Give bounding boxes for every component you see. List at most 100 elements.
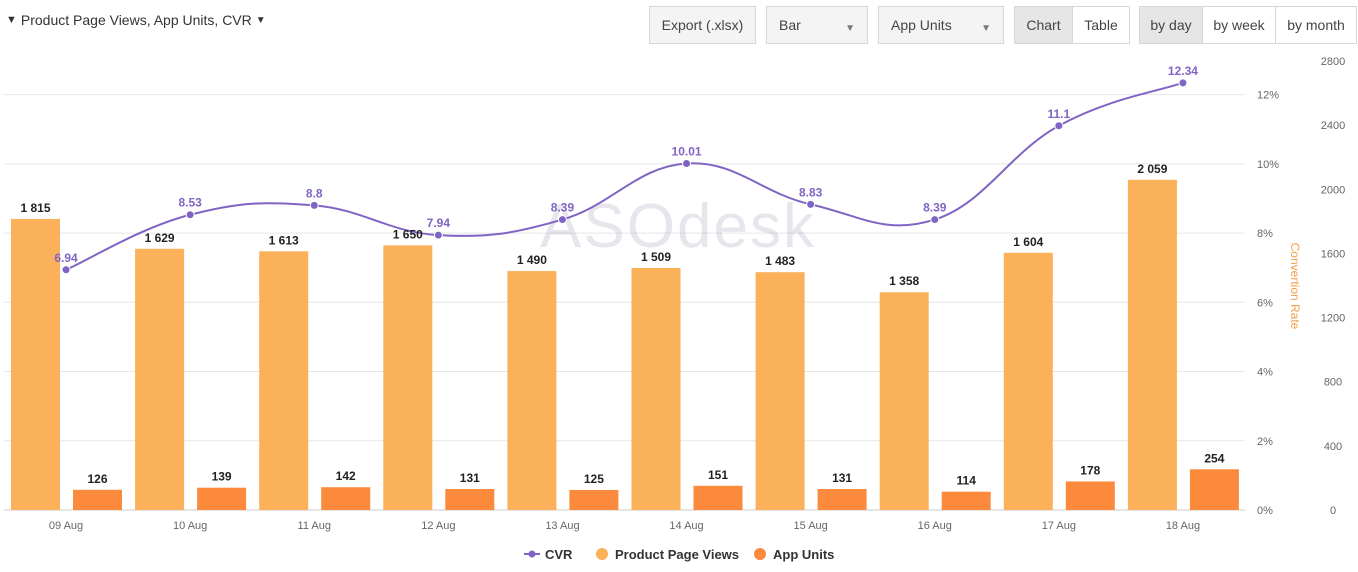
- cvr-point[interactable]: [557, 215, 567, 225]
- cvr-point[interactable]: [185, 210, 195, 220]
- left-axis-tick: 0%: [1257, 505, 1273, 517]
- bar-app-units[interactable]: [817, 488, 867, 510]
- x-axis-tick: 17 Aug: [1042, 520, 1076, 532]
- caret-down-icon: ▼: [255, 14, 266, 26]
- bar-app-units[interactable]: [445, 488, 495, 510]
- cvr-value-label: 6.94: [54, 251, 78, 265]
- legend-marker: [754, 548, 766, 560]
- legend-item-label[interactable]: Product Page Views: [615, 547, 739, 562]
- left-axis-tick: 8%: [1257, 228, 1273, 240]
- left-axis-tick: 2%: [1257, 436, 1273, 448]
- bar-app-units[interactable]: [941, 491, 991, 510]
- table-view-button[interactable]: Table: [1072, 6, 1130, 44]
- export-button[interactable]: Export (.xlsx): [649, 6, 756, 44]
- bar-product-page-views[interactable]: [1127, 179, 1177, 510]
- bar-app-units[interactable]: [73, 489, 122, 510]
- bar-product-page-views[interactable]: [11, 218, 60, 510]
- bar-app-units[interactable]: [321, 487, 371, 510]
- bar-product-page-views[interactable]: [507, 271, 557, 510]
- x-axis-tick: 15 Aug: [794, 520, 828, 532]
- chart-title-dropdown[interactable]: ▼ Product Page Views, App Units, CVR ▼: [6, 12, 266, 28]
- bar-value-label: 142: [336, 469, 356, 483]
- x-axis-tick: 11 Aug: [298, 520, 331, 532]
- cvr-value-label: 8.83: [799, 185, 823, 199]
- bar-product-page-views[interactable]: [135, 248, 185, 511]
- legend-marker: [528, 550, 536, 558]
- legend: CVR Product Page Views App Units: [524, 547, 834, 562]
- legend-item-label[interactable]: CVR: [545, 547, 573, 562]
- bar-value-label: 1 358: [889, 274, 919, 288]
- x-axis-tick: 18 Aug: [1166, 520, 1200, 532]
- cvr-point[interactable]: [309, 200, 319, 210]
- bar-app-units[interactable]: [569, 489, 619, 510]
- cvr-point[interactable]: [1178, 78, 1188, 88]
- right-axis-tick: 2400: [1321, 120, 1345, 132]
- bar-app-units[interactable]: [1065, 481, 1115, 510]
- by-month-button[interactable]: by month: [1275, 6, 1357, 44]
- by-week-button[interactable]: by week: [1202, 6, 1276, 44]
- chart-type-value: Bar: [779, 17, 801, 33]
- bar-value-label: 1 509: [641, 250, 671, 264]
- right-axis-tick: 0: [1330, 505, 1336, 517]
- bar-value-label: 2 059: [1137, 162, 1167, 176]
- chart-view-label: Chart: [1026, 17, 1061, 33]
- legend-item-label[interactable]: App Units: [773, 547, 834, 562]
- right-axis-tick: 2000: [1321, 184, 1345, 196]
- bar-value-label: 114: [957, 474, 977, 488]
- left-axis-tick: 6%: [1257, 297, 1273, 309]
- table-view-label: Table: [1084, 17, 1118, 33]
- bar-value-label: 1 650: [393, 227, 423, 241]
- cvr-value-label: 10.01: [672, 145, 702, 159]
- bar-value-label: 151: [708, 468, 728, 482]
- x-axis-tick: 16 Aug: [918, 520, 952, 532]
- right-axis-tick: 1200: [1321, 313, 1345, 325]
- chart-view-button[interactable]: Chart: [1014, 6, 1073, 44]
- metric-select[interactable]: App Units ▼: [878, 6, 1004, 44]
- cvr-value-label: 8.8: [306, 186, 323, 200]
- bar-product-page-views[interactable]: [755, 272, 805, 510]
- bar-app-units[interactable]: [197, 487, 247, 510]
- bar-value-label: 1 815: [20, 201, 50, 215]
- cvr-line-path: [65, 81, 1184, 271]
- cvr-value-label: 12.34: [1168, 64, 1198, 78]
- left-axis-title: Convertion Rate: [1288, 243, 1302, 330]
- bar-value-label: 131: [832, 471, 852, 485]
- bar-product-page-views[interactable]: [879, 292, 929, 510]
- by-day-label: by day: [1150, 17, 1192, 33]
- bar-value-label: 131: [460, 471, 480, 485]
- cvr-point[interactable]: [682, 159, 692, 168]
- right-axis-tick: 800: [1324, 377, 1342, 389]
- right-axis-tick: 2800: [1321, 56, 1345, 68]
- bar-product-page-views[interactable]: [1003, 252, 1053, 510]
- bar-app-units[interactable]: [693, 485, 743, 510]
- by-month-label: by month: [1287, 17, 1345, 33]
- chevron-down-icon: ▼: [845, 22, 855, 34]
- watermark-text: ASOdesk: [540, 192, 816, 261]
- cvr-point[interactable]: [806, 199, 816, 209]
- bar-value-label: 139: [212, 470, 232, 484]
- cvr-point[interactable]: [61, 265, 71, 275]
- axes: 0% 2% 4% 6% 8% 10% 12% 0 400 800 1200 1600 2000 2400 2…: [49, 56, 1345, 532]
- bar-product-page-views[interactable]: [383, 245, 433, 511]
- bar-product-page-views[interactable]: [631, 268, 681, 510]
- bar-value-label: 178: [1080, 463, 1100, 477]
- cvr-point[interactable]: [433, 230, 443, 240]
- by-week-label: by week: [1213, 17, 1265, 33]
- left-axis-tick: 4%: [1257, 367, 1273, 379]
- x-axis-tick: 10 Aug: [173, 520, 207, 532]
- legend-marker: [596, 548, 608, 560]
- cvr-value-label: 8.53: [178, 196, 202, 210]
- x-axis-tick: 09 Aug: [49, 520, 83, 532]
- cvr-point[interactable]: [930, 215, 940, 225]
- chart-type-select[interactable]: Bar ▼: [766, 6, 868, 44]
- bar-product-page-views[interactable]: [259, 251, 309, 510]
- bar-value-label: 1 613: [269, 233, 299, 247]
- cvr-point[interactable]: [1054, 121, 1064, 131]
- cvr-line: [61, 78, 1188, 275]
- bars: [11, 179, 1239, 511]
- by-day-button[interactable]: by day: [1139, 6, 1203, 44]
- bar-app-units[interactable]: [1189, 469, 1239, 510]
- right-axis-tick: 1600: [1321, 248, 1345, 260]
- grid-lines: [4, 94, 1245, 511]
